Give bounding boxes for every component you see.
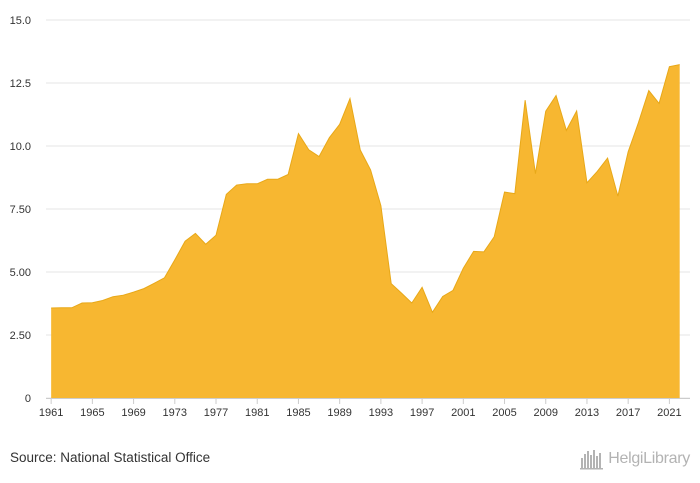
x-tick-label: 1977	[204, 407, 228, 419]
x-tick-label: 1997	[410, 407, 434, 419]
y-tick-label: 2.50	[10, 330, 31, 342]
x-tick-label: 1965	[80, 407, 104, 419]
x-tick-label: 1969	[121, 407, 145, 419]
y-tick-label: 5.00	[10, 267, 31, 279]
chart-area: 0 2.50 5.00 7.50 10.0 12.5 15.0 1961 1965 1969 19…	[10, 15, 690, 419]
x-tick-label: 2013	[575, 407, 599, 419]
x-tick-label: 2017	[616, 407, 640, 419]
x-tick-label: 2001	[451, 407, 475, 419]
series-area	[51, 64, 680, 398]
x-tick-label: 2009	[534, 407, 558, 419]
y-tick-label: 10.0	[10, 141, 31, 153]
x-tick-label: 1989	[327, 407, 351, 419]
x-tick-label: 1973	[163, 407, 187, 419]
series-line	[51, 64, 680, 314]
x-tick-label: 1985	[286, 407, 310, 419]
y-tick-label: 12.5	[10, 78, 31, 90]
helgi-library-logo: HelgiLibrary	[580, 446, 690, 472]
y-tick-label: 0	[25, 393, 31, 405]
logo-text: HelgiLibrary	[608, 450, 690, 467]
x-tick-label: 1993	[369, 407, 393, 419]
y-tick-label: 7.50	[10, 204, 31, 216]
x-tick-label: 2021	[657, 407, 681, 419]
city-skyline-icon	[580, 450, 604, 470]
y-axis-ticks: 0 2.50 5.00 7.50 10.0 12.5 15.0	[10, 15, 31, 405]
chart-footer: Source: National Statistical Office Helg…	[0, 440, 700, 483]
x-tick-label: 1961	[39, 407, 63, 419]
x-axis-ticks: 1961 1965 1969 1973 1977 1981 1985 1989 1993 1997…	[39, 398, 682, 419]
y-tick-label: 15.0	[10, 15, 31, 27]
x-tick-label: 2005	[492, 407, 516, 419]
source-note: Source: National Statistical Office	[10, 450, 211, 465]
x-tick-label: 1981	[245, 407, 269, 419]
